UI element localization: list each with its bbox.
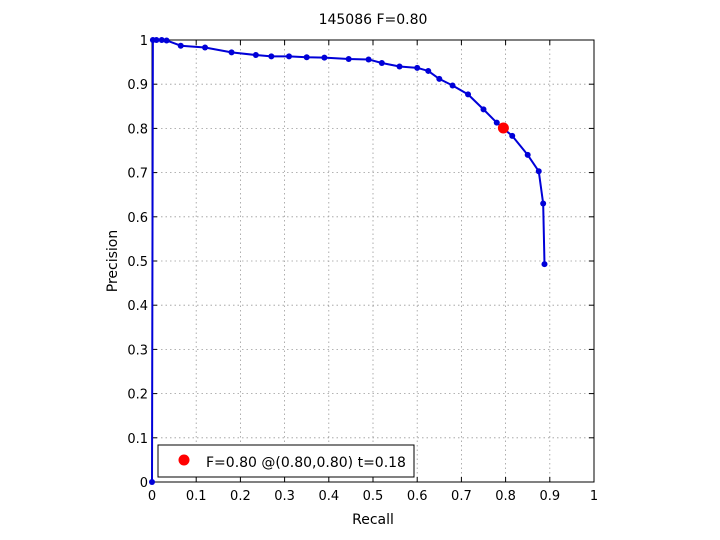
- x-tick-label: 0.5: [363, 489, 384, 504]
- x-tick-label: 1: [590, 489, 598, 504]
- data-point: [535, 168, 542, 175]
- data-point: [378, 59, 385, 66]
- y-axis-label: Precision: [105, 230, 121, 292]
- x-tick-label: 0.7: [451, 489, 472, 504]
- data-point: [303, 54, 310, 61]
- data-point: [449, 82, 456, 89]
- data-point: [252, 52, 259, 59]
- data-point: [396, 63, 403, 70]
- data-point: [509, 132, 516, 139]
- data-point: [540, 200, 547, 207]
- data-point: [365, 56, 372, 63]
- grid-lines: [152, 40, 594, 482]
- x-tick-label: 0.2: [230, 489, 251, 504]
- y-tick-label: 0: [140, 476, 148, 491]
- x-tick-label: 0.1: [186, 489, 207, 504]
- data-point: [321, 54, 328, 61]
- pr-curve-series: [149, 37, 548, 485]
- data-point: [541, 261, 548, 268]
- data-point: [465, 91, 472, 98]
- legend: F=0.80 @(0.80,0.80) t=0.18: [157, 444, 415, 478]
- x-tick-label: 0.9: [539, 489, 560, 504]
- data-point: [202, 44, 209, 51]
- y-tick-label: 0.2: [127, 388, 148, 403]
- x-tick-label: 0.4: [318, 489, 339, 504]
- y-tick-label: 0.6: [127, 211, 148, 226]
- data-point: [149, 479, 155, 485]
- data-point: [414, 64, 421, 71]
- y-tick-label: 0.3: [127, 343, 148, 358]
- x-axis-ticks: 0 0.1 0.2 0.3 0.4 0.5 0.6 0.7 0.8 0.9 1: [148, 40, 598, 504]
- data-point: [268, 53, 275, 60]
- data-point: [345, 56, 352, 63]
- data-point: [177, 42, 184, 49]
- x-axis-label: Recall: [352, 512, 394, 528]
- y-tick-label: 0.9: [127, 78, 148, 93]
- data-point: [480, 106, 487, 113]
- best-f-point: [497, 122, 509, 134]
- data-point: [228, 49, 235, 56]
- data-point: [425, 67, 432, 74]
- data-point: [163, 37, 170, 44]
- y-tick-label: 1: [140, 34, 148, 49]
- data-point: [436, 75, 443, 82]
- y-tick-label: 0.5: [127, 255, 148, 270]
- legend-marker: [178, 454, 190, 466]
- x-tick-label: 0: [148, 489, 156, 504]
- y-tick-label: 0.4: [127, 299, 148, 314]
- data-point: [153, 37, 160, 43]
- y-tick-label: 0.7: [127, 167, 148, 182]
- x-tick-label: 0.8: [495, 489, 516, 504]
- y-tick-label: 0.1: [127, 432, 148, 447]
- data-point: [524, 151, 531, 158]
- legend-label: F=0.80 @(0.80,0.80) t=0.18: [206, 455, 406, 471]
- data-point: [158, 37, 165, 43]
- y-tick-label: 0.8: [127, 122, 148, 137]
- legend-box: [157, 444, 415, 478]
- y-axis-ticks: 0 0.1 0.2 0.3 0.4 0.5 0.6 0.7 0.8 0.9 1: [127, 34, 594, 491]
- x-tick-label: 0.3: [274, 489, 295, 504]
- x-tick-label: 0.6: [407, 489, 428, 504]
- chart-title: 145086 F=0.80: [319, 12, 428, 28]
- data-point: [493, 119, 500, 126]
- data-point: [286, 53, 293, 60]
